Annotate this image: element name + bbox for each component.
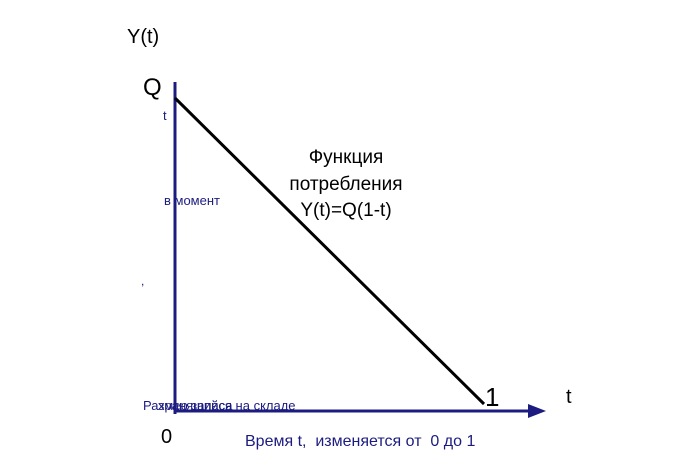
- consumption-line: [173, 96, 486, 406]
- function-formula: Y(t)=Q(1-t): [300, 200, 391, 221]
- small-mark: ,: [141, 274, 144, 288]
- end-label: 1: [485, 382, 499, 412]
- q-subscript: t: [163, 108, 167, 123]
- x-axis-arrowhead: [528, 404, 546, 418]
- function-title-line1: Функция: [309, 147, 384, 168]
- overlap-text-1: Размер запаса: [143, 398, 233, 413]
- overlap-text-2: хранящийся на складе: [158, 398, 296, 413]
- x-axis-caption: Время t, изменяется от 0 до 1: [245, 433, 475, 450]
- origin-label: 0: [161, 426, 172, 448]
- y-axis-label: Y(t): [127, 26, 159, 48]
- vertical-text-fragment: в момент: [164, 193, 220, 208]
- x-axis-label: t: [566, 386, 572, 408]
- function-title-line2: потребления: [289, 174, 402, 195]
- q-label: Q: [143, 74, 162, 101]
